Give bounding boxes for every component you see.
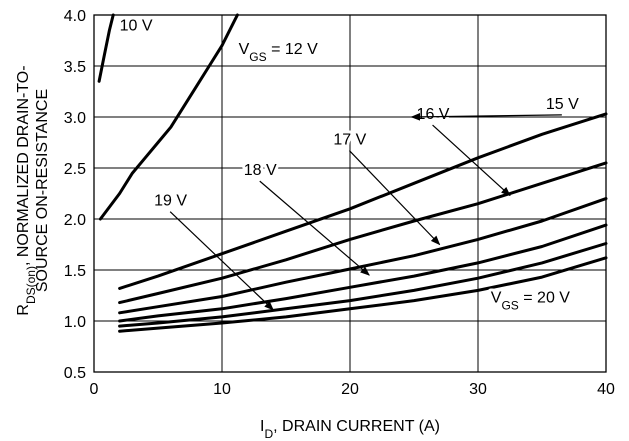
y-tick-label: 3.0: [64, 110, 86, 127]
annotation-halo-16-v: 16 V: [417, 106, 450, 123]
series-line-10-v: [97, 13, 115, 83]
x-tick-label: 40: [597, 381, 615, 398]
annotation-arrow-15-v: [410, 113, 562, 121]
series-line-v-gs-12-v: [98, 13, 239, 221]
series-lines: [97, 13, 608, 333]
x-tick-label: 20: [341, 381, 359, 398]
series-line-v-gs-20-v: [118, 256, 608, 333]
series-line-19-v: [118, 242, 608, 328]
x-tick-label: 10: [213, 381, 231, 398]
annotation-15-v: 15 V: [546, 96, 579, 113]
annotation-halo-19-v: 19 V: [154, 193, 187, 210]
y-tick-label: 1.5: [64, 263, 86, 280]
annotation-16-v: 16 V: [417, 106, 450, 123]
annotation-19-v: 19 V: [154, 193, 187, 210]
y-axis-ticks: 0.5 1.0 1.5 2.0 2.5 3.0 3.5 4.0: [64, 8, 86, 382]
x-tick-label: 30: [469, 381, 487, 398]
y-axis-title: RDS(on), NORMALIZED DRAIN-TO- SOURCE ON-R…: [15, 65, 51, 315]
annotation-10-v: 10 V: [120, 17, 153, 34]
series-line-15-v: [118, 112, 608, 290]
annotation-v-gs-20-v: VGS = 20 V: [491, 290, 570, 313]
annotation-halo-15-v: 15 V: [546, 96, 579, 113]
annotation-arrow-16-v: [432, 124, 511, 197]
annotation-v-gs-12-v: VGS = 12 V: [239, 41, 318, 64]
x-axis-title: ID, DRAIN CURRENT (A): [260, 418, 440, 441]
y-tick-label: 2.5: [64, 161, 86, 178]
y-tick-label: 1.0: [64, 314, 86, 331]
annotation-halo-18-v: 18 V: [244, 162, 277, 179]
x-tick-label: 0: [90, 381, 99, 398]
series-line-16-v: [118, 161, 608, 305]
series-line-18-v: [118, 223, 608, 323]
plot-frame: [93, 14, 607, 373]
annotation-arrow-17-v: [348, 150, 441, 246]
annotation-arrow-19-v: [169, 211, 274, 311]
annotation-halo-17-v: 17 V: [333, 132, 366, 149]
annotation-halo-10-v: 10 V: [120, 17, 153, 34]
annotation-arrow-18-v: [259, 180, 370, 276]
x-axis-ticks: 0 10 20 30 40: [90, 381, 615, 398]
y-tick-label: 2.0: [64, 212, 86, 229]
annotation-17-v: 17 V: [333, 132, 366, 149]
y-tick-label: 4.0: [64, 8, 86, 25]
y-tick-label: 3.5: [64, 59, 86, 76]
annotation-18-v: 18 V: [244, 162, 277, 179]
y-tick-label: 0.5: [64, 365, 86, 382]
series-line-17-v: [118, 197, 608, 315]
